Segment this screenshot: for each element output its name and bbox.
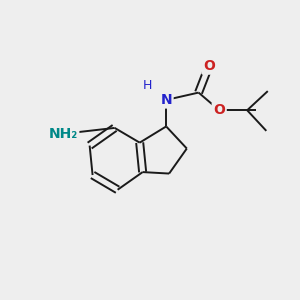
Text: O: O	[213, 103, 225, 117]
Text: N: N	[160, 93, 172, 107]
Text: O: O	[203, 59, 215, 73]
Text: NH₂: NH₂	[49, 127, 78, 141]
Text: H: H	[142, 79, 152, 92]
